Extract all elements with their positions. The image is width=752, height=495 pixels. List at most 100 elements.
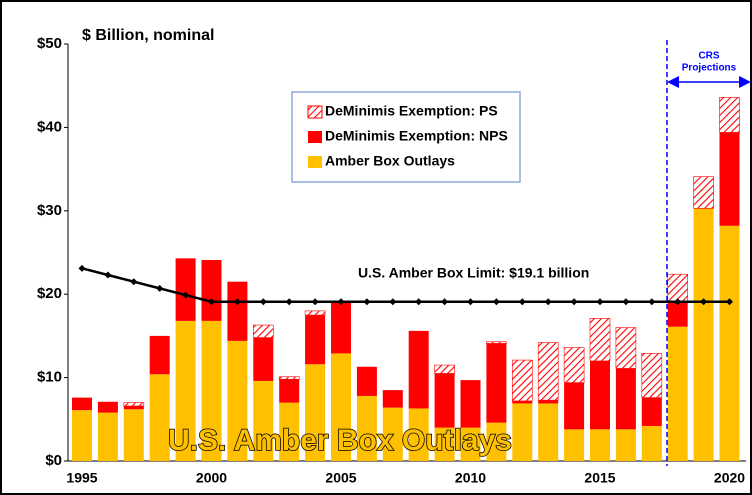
limit-marker [674, 298, 682, 306]
bar-segment [719, 225, 740, 461]
bar-segment [72, 397, 92, 411]
subtitle: $ Billion, nominal [82, 27, 214, 44]
bar-segment [305, 364, 326, 461]
bar-segment [486, 422, 507, 461]
x-tick-label: 2000 [196, 470, 227, 486]
bar-segment [331, 353, 351, 461]
bar-segment [538, 403, 559, 461]
legend-label: DeMinimis Exemption: PS [325, 103, 498, 119]
bar-segment [641, 397, 662, 426]
bar-segment [253, 337, 274, 381]
bar-segment [615, 327, 637, 369]
legend [291, 91, 521, 183]
limit-marker [363, 298, 371, 306]
limit-marker [233, 298, 241, 306]
limit-marker [570, 298, 578, 306]
bar-segment [667, 300, 688, 327]
limit-marker [700, 298, 708, 306]
bar-segment [382, 407, 403, 461]
bar-segment [201, 260, 222, 321]
bar-segment [641, 425, 662, 461]
limit-marker [648, 298, 656, 306]
bar-segment [227, 340, 248, 461]
bar-segment [149, 374, 170, 461]
bar-segment [667, 326, 688, 461]
limit-marker [415, 298, 423, 306]
bar-segment [382, 390, 403, 408]
limit-marker [544, 298, 552, 306]
bar-segment [719, 97, 740, 133]
bar-segment [590, 360, 610, 430]
bar-segment [615, 368, 636, 430]
bar-segment [175, 320, 196, 461]
projection-label: CRS [698, 51, 719, 62]
bar-segment [486, 341, 507, 344]
bar-segment [97, 412, 118, 461]
x-tick-label: 2005 [325, 470, 356, 486]
limit-marker [130, 278, 138, 286]
bar-segment [253, 380, 274, 461]
legend-swatch [307, 105, 323, 119]
bar-segment [278, 376, 300, 380]
x-tick-label: 1995 [66, 470, 97, 486]
bar-segment [279, 402, 300, 461]
bar-segment [123, 409, 144, 461]
bar-segment [227, 281, 248, 341]
bar-segment [408, 408, 429, 461]
bar-segment [512, 403, 533, 461]
bar-segment [304, 310, 326, 316]
bar-segment [693, 176, 714, 209]
bar-segment [512, 400, 533, 404]
bar-segment [434, 373, 455, 428]
limit-marker [311, 298, 319, 306]
limit-marker [104, 271, 112, 279]
legend-swatch [308, 131, 322, 143]
x-tick-label: 2010 [455, 470, 486, 486]
bar-segment [693, 208, 714, 461]
limit-line [81, 267, 730, 303]
bar-segment [434, 364, 455, 374]
bar-segment [460, 427, 481, 461]
limit-marker [285, 298, 293, 306]
limit-marker [337, 298, 345, 306]
limit-marker [622, 298, 630, 306]
bar-segment [408, 330, 429, 409]
bar-segment [667, 273, 689, 302]
y-tick-label: $50 [37, 35, 62, 52]
legend-label: Amber Box Outlays [325, 153, 455, 169]
bar-segment [486, 343, 507, 423]
bar-segment [564, 429, 585, 461]
bar-segment [201, 320, 222, 461]
bar-segment [331, 302, 351, 354]
bar-segment [590, 429, 610, 461]
bar-segment [538, 400, 559, 404]
bar-segment [175, 258, 196, 321]
bar-segment [719, 132, 740, 226]
limit-marker [726, 298, 733, 306]
x-tick-label: 2015 [584, 470, 615, 486]
y-tick-label: $10 [37, 369, 62, 386]
legend-label: DeMinimis Exemption: NPS [325, 128, 508, 144]
bar-segment [434, 427, 455, 461]
projection-label: Projections [682, 63, 737, 74]
bar-segment [123, 405, 144, 410]
bar-segment [589, 318, 611, 362]
limit-marker [389, 298, 397, 306]
bar-segment [279, 379, 300, 403]
limit-marker [596, 298, 604, 306]
bar-segment [253, 324, 274, 338]
bar-segment [537, 342, 559, 401]
y-tick-label: $20 [37, 285, 62, 302]
limit-label: U.S. Amber Box Limit: $19.1 billion [358, 265, 589, 281]
bar-segment [305, 315, 326, 365]
bar-segment [97, 401, 118, 413]
bar-segment [72, 410, 92, 461]
limit-marker [156, 284, 164, 292]
limit-marker [441, 298, 449, 306]
limit-marker [467, 298, 474, 306]
limit-marker [518, 298, 526, 306]
x-tick-label: 2020 [714, 470, 745, 486]
y-tick-label: $30 [37, 202, 62, 219]
y-tick-label: $0 [45, 452, 62, 469]
bar-segment [563, 347, 585, 383]
